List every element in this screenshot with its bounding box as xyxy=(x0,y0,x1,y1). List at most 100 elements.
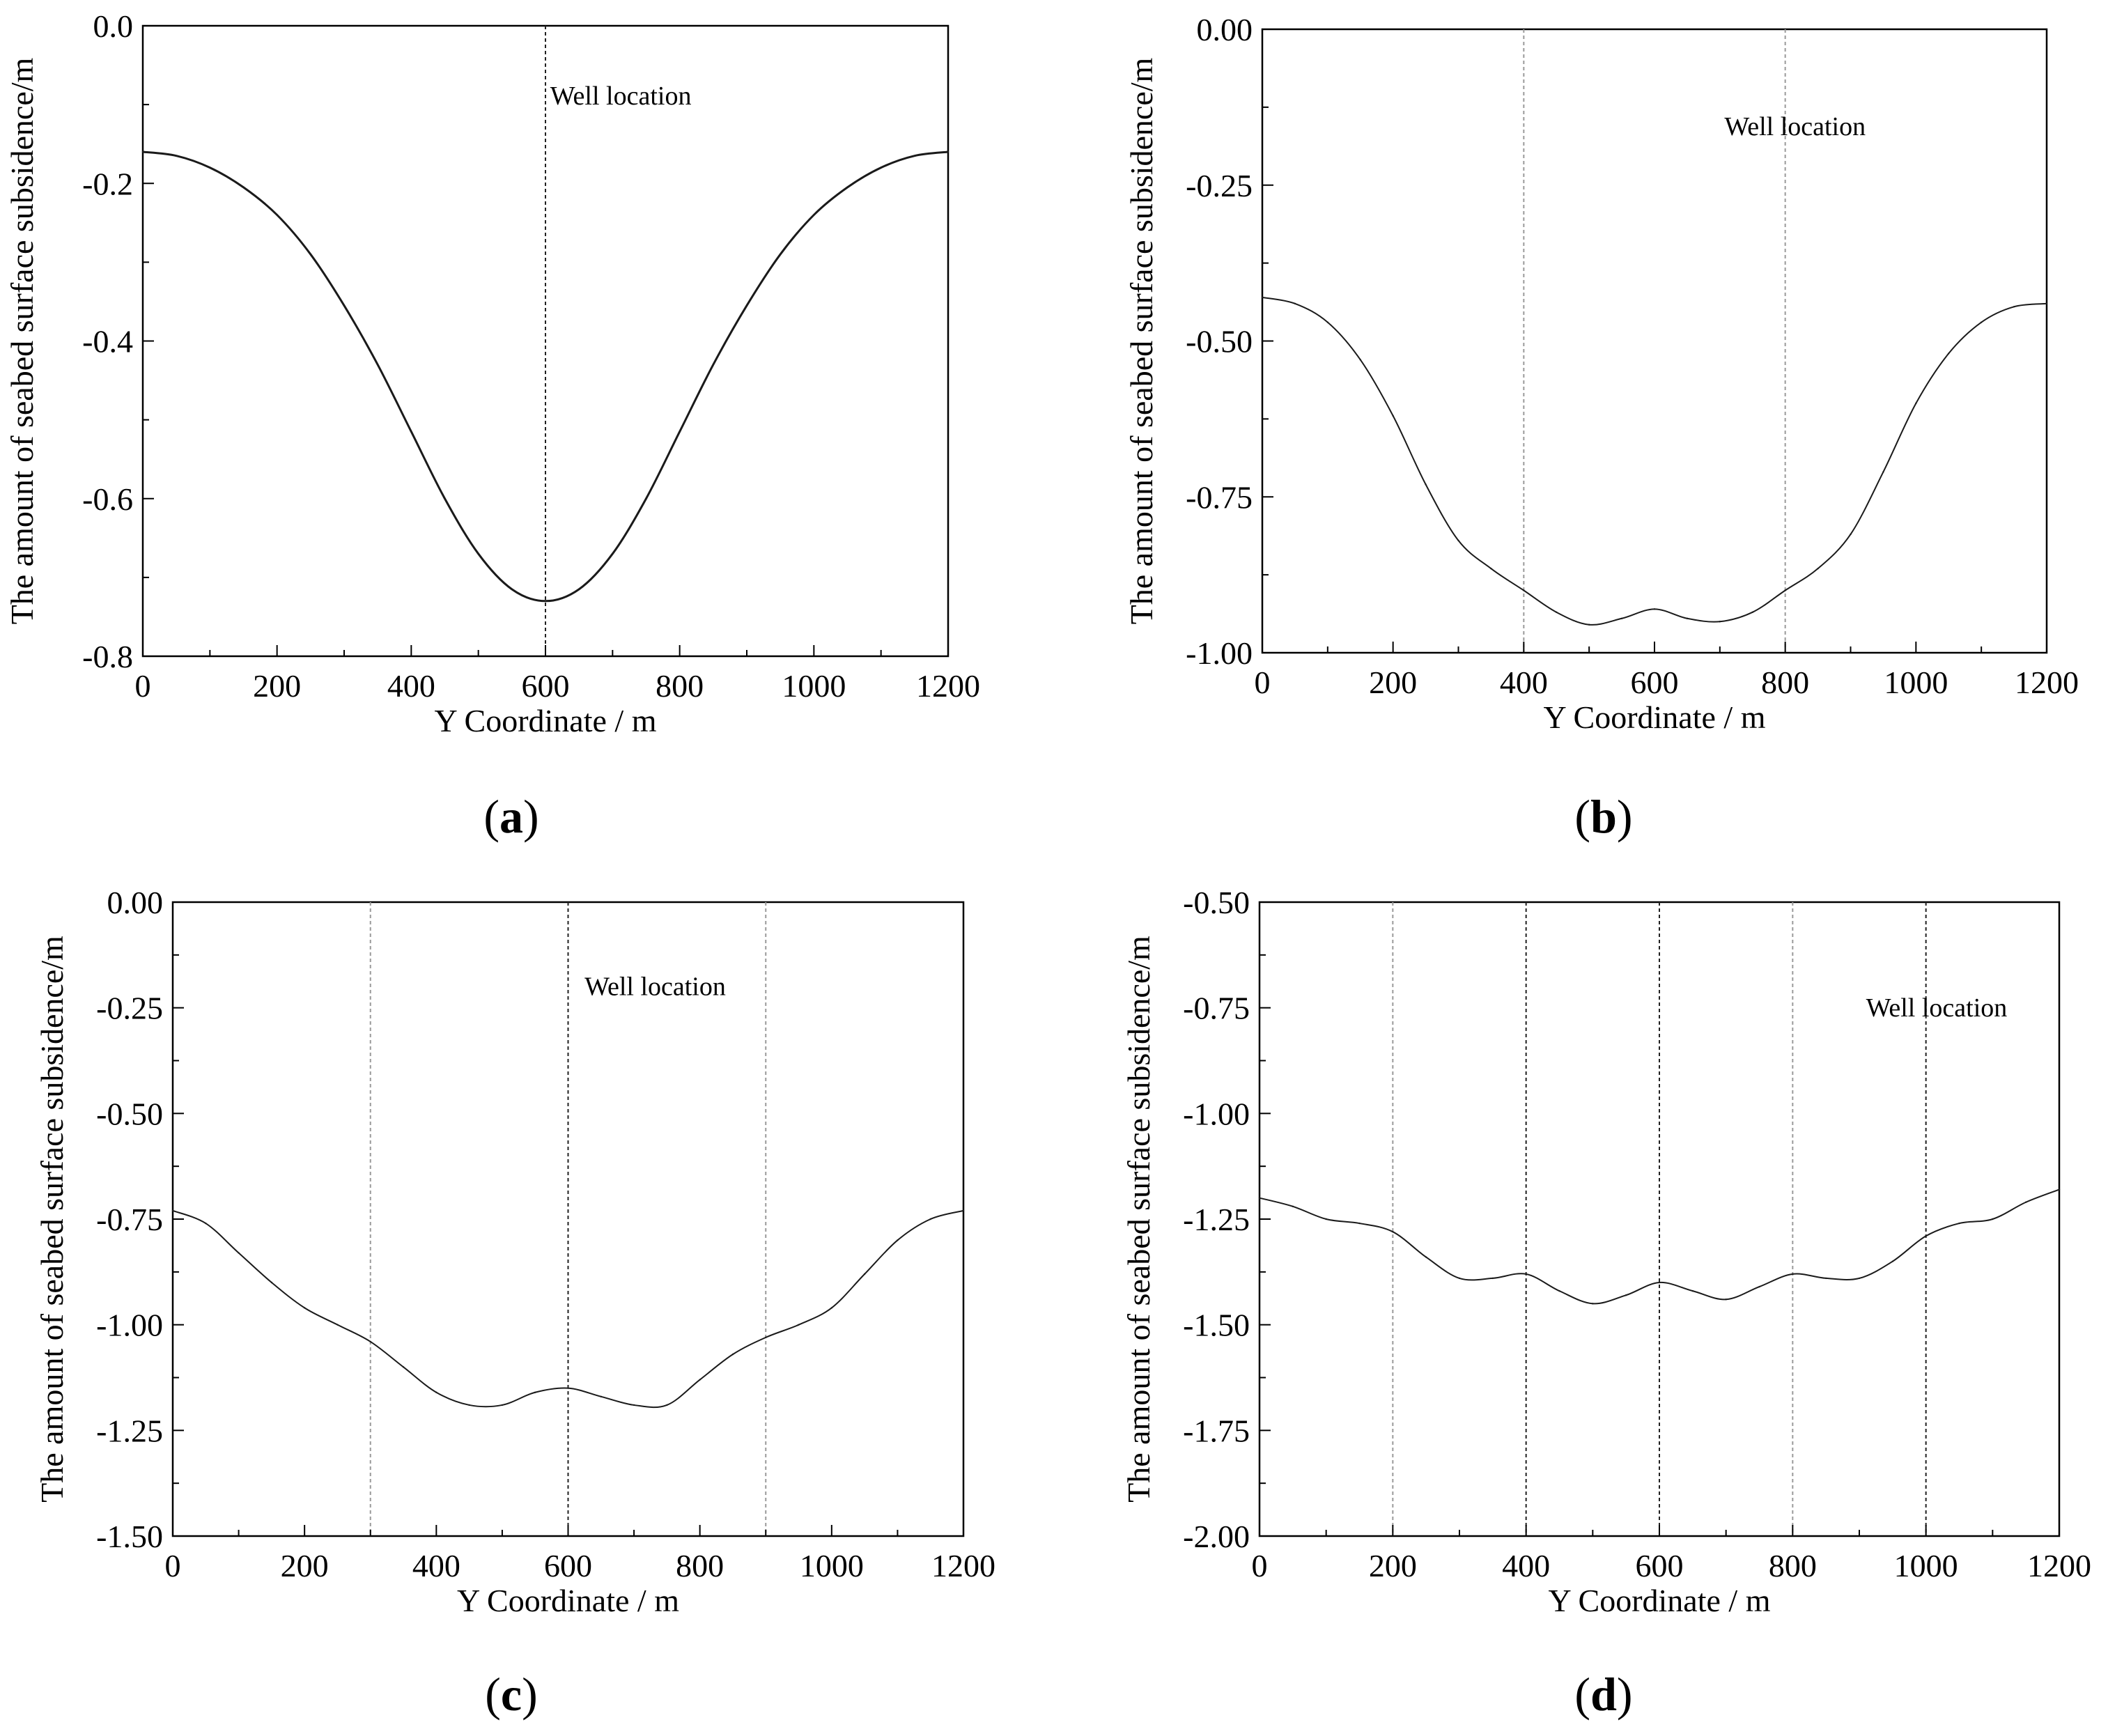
data-point xyxy=(947,150,950,153)
data-point xyxy=(1458,1277,1461,1280)
data-point xyxy=(1948,352,1950,355)
y-tick-label: 0.00 xyxy=(1197,12,1253,47)
panel-label: (c) xyxy=(485,1668,538,1721)
x-tick-label: 1000 xyxy=(1884,665,1948,700)
y-tick-label: -1.50 xyxy=(1183,1308,1250,1343)
x-tick-label: 600 xyxy=(522,668,570,704)
data-point xyxy=(276,214,278,216)
data-point xyxy=(477,552,479,555)
data-point xyxy=(1992,1218,1994,1220)
data-point xyxy=(929,1218,931,1220)
data-point xyxy=(798,1324,800,1326)
data-point xyxy=(1359,359,1361,361)
data-point xyxy=(1588,623,1590,626)
x-tick-label: 1000 xyxy=(1894,1548,1958,1583)
data-point xyxy=(1725,1299,1727,1301)
panel-label: (b) xyxy=(1574,790,1632,843)
data-point xyxy=(242,186,245,189)
data-point xyxy=(612,552,614,555)
subsidence-series-line xyxy=(172,1209,964,1409)
data-point xyxy=(501,1404,504,1406)
chart-panel-b: 0 200 400 600 800 1000 1200 0.00 -0.25 -0.50 -0.75… xyxy=(1124,12,2079,843)
x-tick-label: 200 xyxy=(1369,1548,1417,1583)
data-point xyxy=(1425,1256,1427,1258)
y-axis-title: The amount of seabed surface subsidence/… xyxy=(1124,57,1159,624)
data-point xyxy=(343,304,346,307)
panel-label-close-paren: ) xyxy=(523,790,539,843)
data-point xyxy=(846,186,848,189)
data-point xyxy=(1592,1303,1594,1305)
data-point xyxy=(1558,1289,1560,1292)
y-tick-label: -0.50 xyxy=(1183,885,1250,920)
y-tick-label: -1.00 xyxy=(1183,1096,1250,1131)
panel-label: (d) xyxy=(1574,1668,1632,1721)
data-point xyxy=(1850,533,1852,536)
data-point xyxy=(1980,321,1983,323)
data-point xyxy=(175,155,178,157)
x-tick-label: 800 xyxy=(1769,1548,1817,1583)
data-point xyxy=(402,1366,405,1368)
y-tick-label: -1.75 xyxy=(1183,1413,1250,1448)
data-point xyxy=(1523,589,1525,591)
data-point xyxy=(1425,483,1427,486)
panel-label-open-paren: ( xyxy=(1574,790,1590,843)
x-tick-label: 1000 xyxy=(782,668,846,704)
x-axis-title: Y Coordinate / m xyxy=(435,703,657,738)
data-point xyxy=(1258,1197,1261,1199)
data-point xyxy=(205,1222,207,1225)
data-point xyxy=(1392,1231,1394,1233)
data-point xyxy=(699,1379,701,1381)
data-point xyxy=(645,497,647,499)
data-point xyxy=(830,1307,833,1309)
y-tick-label: -1.25 xyxy=(96,1413,163,1448)
y-tick-label: -0.4 xyxy=(82,324,133,359)
data-point xyxy=(534,1391,536,1393)
data-point xyxy=(1824,1277,1827,1280)
data-point xyxy=(600,1395,602,1398)
well-location-annotation: Well location xyxy=(584,972,726,1001)
x-axis-title: Y Coordinate / m xyxy=(457,1583,679,1618)
y-tick-label: -0.50 xyxy=(96,1096,163,1131)
y-tick-label: -1.50 xyxy=(96,1519,163,1554)
data-point xyxy=(1891,1260,1894,1262)
x-tick-label: 1200 xyxy=(2027,1548,2091,1583)
data-point xyxy=(1686,617,1689,619)
panel-label-open-paren: ( xyxy=(1574,1668,1590,1721)
data-point xyxy=(1294,302,1296,304)
x-tick-label: 800 xyxy=(1761,665,1809,700)
x-tick-label: 1200 xyxy=(931,1548,995,1583)
data-point xyxy=(376,364,379,366)
data-point xyxy=(1261,296,1264,299)
data-point xyxy=(1858,1277,1861,1280)
data-point xyxy=(1525,1273,1527,1276)
x-axis-title: Y Coordinate / m xyxy=(1544,699,1766,735)
x-tick-label: 200 xyxy=(281,1548,329,1583)
x-tick-label: 0 xyxy=(165,1548,181,1583)
data-point xyxy=(1556,611,1558,614)
data-point xyxy=(633,1404,635,1406)
data-point xyxy=(1817,567,1819,570)
well-location-annotation: Well location xyxy=(1724,112,1866,141)
data-point xyxy=(369,1340,371,1343)
data-point xyxy=(1292,1205,1294,1208)
data-point xyxy=(171,1209,174,1212)
data-point xyxy=(880,166,882,169)
data-point xyxy=(2024,1201,2027,1203)
data-point xyxy=(1792,1273,1794,1276)
x-tick-label: 200 xyxy=(253,668,301,704)
data-point xyxy=(666,1404,668,1406)
x-tick-label: 1200 xyxy=(2015,665,2079,700)
y-tick-label: -1.25 xyxy=(1183,1202,1250,1237)
y-tick-label: -0.25 xyxy=(96,991,163,1026)
x-tick-label: 600 xyxy=(1631,665,1679,700)
x-tick-label: 0 xyxy=(135,668,151,704)
data-point xyxy=(712,364,715,366)
y-tick-label: -0.75 xyxy=(96,1202,163,1237)
data-point xyxy=(1915,402,1917,405)
y-tick-label: -2.00 xyxy=(1183,1519,1250,1554)
data-point xyxy=(1457,539,1459,542)
data-point xyxy=(1958,1222,1960,1225)
data-point xyxy=(1925,1235,1927,1237)
chart-panel-a: 0 200 400 600 800 1000 1200 0.0 -0.2 -0.4 -0.6 -0.8… xyxy=(4,8,980,843)
x-tick-label: 1200 xyxy=(916,668,980,704)
